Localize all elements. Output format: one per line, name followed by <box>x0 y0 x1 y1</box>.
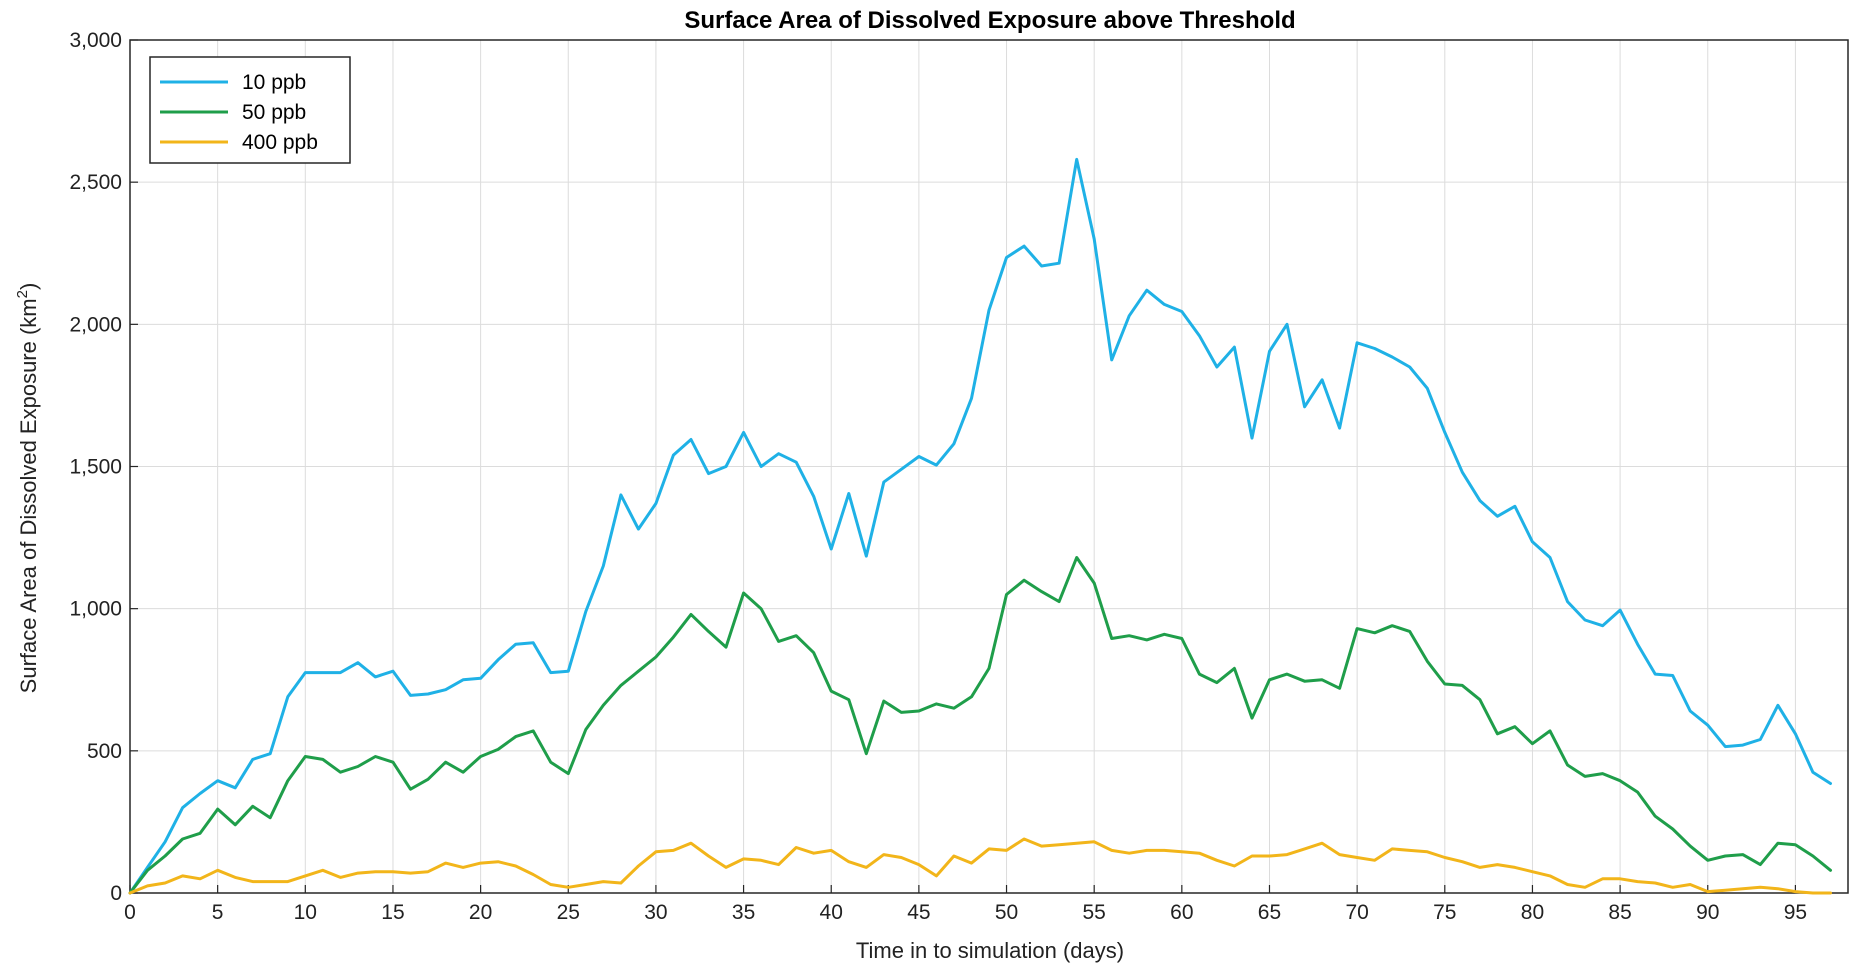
x-tick-label: 55 <box>1083 901 1106 924</box>
legend: 10 ppb 50 ppb 400 ppb <box>149 56 351 164</box>
x-tick-label: 80 <box>1521 901 1544 924</box>
y-tick-label: 1,000 <box>69 598 122 621</box>
series-line-400ppb <box>128 837 1832 895</box>
x-tick-label: 25 <box>557 901 580 924</box>
x-tick-label: 20 <box>469 901 492 924</box>
x-tick-label: 60 <box>1170 901 1193 924</box>
y-tick-label: 1,500 <box>69 456 122 479</box>
x-tick-label: 0 <box>124 901 136 924</box>
axis-ticks: 0 5 10 15 20 25 30 35 40 45 50 55 60 65 70 75 80 85 90 95 0 5… <box>69 29 1807 924</box>
y-tick-label: 2,500 <box>69 171 122 194</box>
legend-label-50ppb: 50 ppb <box>242 101 306 124</box>
x-axis-label: Time in to simulation (days) <box>856 938 1124 963</box>
x-tick-label: 75 <box>1433 901 1456 924</box>
x-tick-label: 90 <box>1696 901 1719 924</box>
x-tick-label: 10 <box>294 901 317 924</box>
series-line-50ppb <box>128 556 1832 895</box>
x-tick-label: 65 <box>1258 901 1281 924</box>
x-tick-label: 40 <box>820 901 843 924</box>
x-tick-label: 15 <box>381 901 404 924</box>
legend-label-400ppb: 400 ppb <box>242 131 318 154</box>
y-axis-label-superscript: 2 <box>14 290 31 298</box>
grid <box>129 39 1848 894</box>
x-tick-label: 70 <box>1345 901 1368 924</box>
y-axis-label-main: Surface Area of Dissolved Exposure (km <box>16 298 41 693</box>
x-tick-label: 85 <box>1608 901 1631 924</box>
x-tick-label: 50 <box>995 901 1018 924</box>
y-axis-label-tail: ) <box>16 283 41 290</box>
chart-title: Surface Area of Dissolved Exposure above… <box>684 7 1295 34</box>
legend-label-10ppb: 10 ppb <box>242 71 306 94</box>
x-tick-label: 35 <box>732 901 755 924</box>
y-tick-label: 2,000 <box>69 313 122 336</box>
y-axis-label: Surface Area of Dissolved Exposure (km2) <box>14 283 41 694</box>
x-tick-label: 5 <box>212 901 224 924</box>
y-tick-label: 3,000 <box>69 29 122 52</box>
series-line-10ppb <box>128 157 1832 895</box>
series-lines <box>128 157 1832 895</box>
y-tick-label: 0 <box>110 882 122 905</box>
x-tick-label: 30 <box>644 901 667 924</box>
x-tick-label: 45 <box>907 901 930 924</box>
x-tick-label: 95 <box>1784 901 1807 924</box>
y-tick-label: 500 <box>87 740 122 763</box>
legend-box <box>149 56 351 164</box>
